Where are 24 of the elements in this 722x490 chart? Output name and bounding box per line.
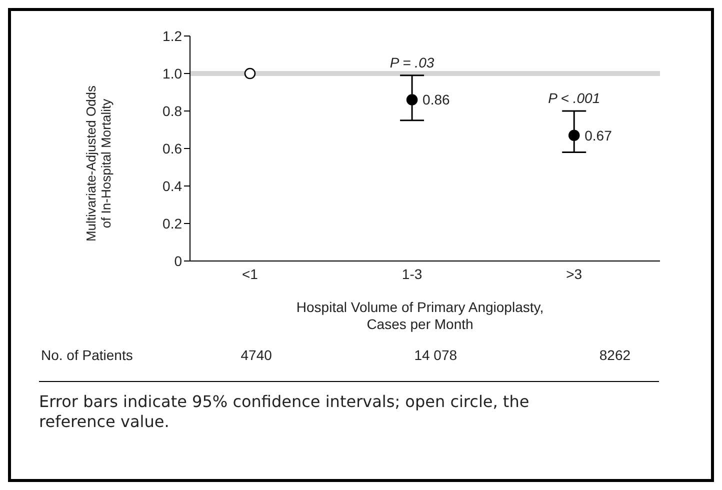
- point: [568, 130, 580, 142]
- y-tick-label: 0.2: [162, 215, 182, 232]
- y-tick-label: 0.4: [162, 178, 182, 194]
- annotation: P = .03: [390, 54, 434, 70]
- text: 4740: [240, 347, 273, 363]
- text: Error bars indicate 95% confidence intervals; open circle, the reference value.: [39, 392, 530, 432]
- text: No. of Patients: [41, 347, 133, 363]
- text: 14 078: [413, 347, 458, 363]
- y-tick-label: 1.2: [162, 28, 182, 44]
- x-tick-label: <1: [242, 266, 258, 282]
- data-label: 0.67: [584, 127, 612, 144]
- x-axis-title: Hospital Volume of Primary Angioplasty, Cases per Month: [295, 299, 545, 333]
- data-label: 0.86: [422, 92, 450, 108]
- y-axis-title: Multivariate-Adjusted Odds of In-Hospital Mortality: [84, 84, 114, 242]
- point: [406, 94, 418, 106]
- y-tick-label: 0.6: [162, 140, 182, 156]
- y-tick-label: 0.8: [162, 102, 182, 119]
- x-tick-label: 1-3: [402, 266, 422, 282]
- y-tick-label: 0: [174, 252, 182, 269]
- annotation: P < .001: [548, 90, 600, 106]
- x-tick-label: >3: [566, 266, 582, 282]
- point: [244, 68, 256, 80]
- y-tick-label: 1.0: [162, 65, 182, 82]
- text: 8262: [598, 347, 632, 363]
